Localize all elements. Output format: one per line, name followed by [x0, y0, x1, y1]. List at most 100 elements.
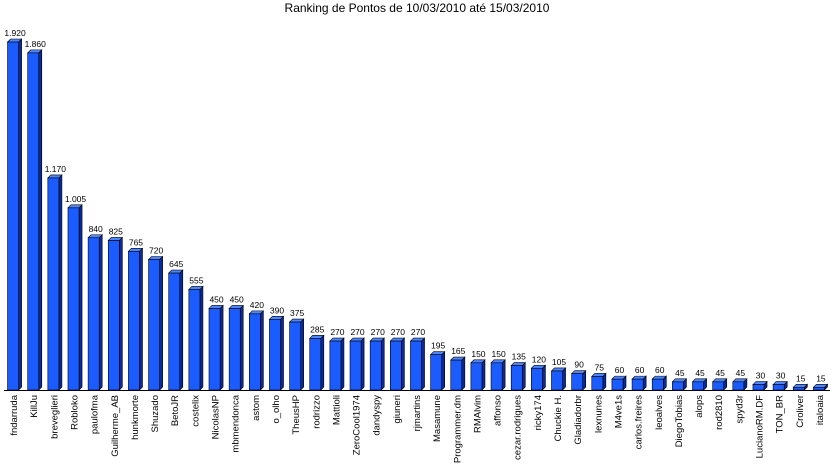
bar — [369, 337, 385, 391]
bar-front — [7, 41, 19, 391]
value-label: 135 — [512, 352, 526, 362]
bar-front — [107, 240, 120, 391]
bar-front — [47, 177, 60, 391]
bar-front — [67, 207, 80, 391]
bar — [671, 378, 688, 391]
category-label: NicolasNP — [211, 395, 222, 439]
bar-front — [510, 365, 523, 391]
bar-side — [320, 334, 325, 391]
value-label: 45 — [695, 368, 705, 378]
bar-front — [188, 289, 201, 391]
value-label: 1.005 — [65, 194, 87, 204]
bar-side — [18, 38, 22, 391]
value-label: 555 — [189, 275, 203, 285]
category-label: M4ve1s — [613, 395, 624, 429]
category-label: rjmartins — [412, 395, 423, 432]
category-label: Robloko — [70, 395, 81, 430]
category-label: alops — [694, 395, 705, 418]
bar-front — [813, 386, 825, 391]
bar — [107, 236, 124, 391]
bar-front — [591, 376, 604, 391]
category-label: ricky174 — [533, 395, 544, 430]
value-label: 15 — [796, 373, 806, 383]
bar-front — [792, 386, 805, 391]
category-label: Mattioli — [331, 395, 342, 425]
bar — [47, 174, 63, 391]
bars-group — [6, 38, 829, 391]
bar — [309, 334, 325, 391]
bar-side — [260, 310, 264, 391]
category-label: affonso — [493, 395, 504, 426]
value-label: 45 — [675, 368, 685, 378]
value-label: 60 — [635, 365, 645, 375]
bar-side — [542, 364, 546, 391]
category-label: Programmer.dm — [452, 395, 463, 463]
category-label: mbmendonca — [231, 394, 242, 452]
bar-side — [401, 337, 405, 391]
bar-side — [78, 204, 83, 391]
bar-front — [531, 367, 543, 391]
bar-front — [430, 354, 442, 391]
category-label: rodrizzo — [311, 395, 322, 429]
category-label: italoaia — [815, 394, 826, 425]
bar-front — [329, 340, 342, 391]
bar-front — [369, 340, 382, 391]
bar — [591, 372, 607, 391]
value-label: 75 — [595, 362, 605, 372]
bar-front — [410, 340, 422, 391]
bar — [288, 318, 305, 391]
bar-front — [148, 259, 160, 391]
bar — [67, 204, 83, 391]
category-label: DiegoTobias — [674, 395, 685, 448]
value-label: 120 — [532, 354, 546, 364]
bar — [127, 247, 144, 391]
bar-front — [571, 373, 584, 391]
value-label: 765 — [129, 237, 143, 247]
bar-side — [159, 255, 163, 391]
bar — [188, 285, 204, 391]
bar-front — [128, 251, 140, 391]
bar-front — [651, 378, 664, 391]
bar — [691, 378, 708, 391]
value-label: 60 — [615, 365, 625, 375]
value-label: 90 — [574, 360, 584, 370]
bar — [409, 337, 426, 391]
bar-front — [450, 359, 463, 391]
value-label: 420 — [250, 300, 264, 310]
bar-side — [562, 367, 566, 391]
value-label: 270 — [330, 327, 344, 337]
bar — [470, 359, 486, 391]
bar — [6, 38, 23, 391]
bar-side — [239, 304, 244, 391]
bar-side — [179, 269, 184, 391]
bar-front — [168, 272, 181, 391]
value-label: 30 — [776, 371, 786, 381]
value-label: 825 — [109, 226, 123, 236]
bar-side — [58, 174, 63, 391]
value-label: 60 — [655, 365, 665, 375]
bar-front — [289, 321, 301, 391]
bar — [87, 234, 103, 391]
bar — [752, 380, 768, 391]
bar-side — [461, 356, 466, 391]
bar-front — [470, 362, 483, 391]
value-label: 375 — [290, 308, 304, 318]
bar-front — [752, 384, 765, 391]
bar-side — [380, 337, 385, 391]
bar-side — [199, 285, 204, 391]
bar — [429, 350, 446, 391]
bar — [792, 383, 809, 391]
bar-front — [712, 381, 725, 391]
category-label: o_olho — [271, 395, 282, 424]
bar-side — [340, 337, 345, 391]
value-label: 270 — [350, 327, 364, 337]
bar-front — [27, 52, 40, 391]
bar-front — [490, 362, 503, 391]
category-label: fndarruda — [9, 394, 20, 435]
value-label: 165 — [451, 346, 465, 356]
value-label: 150 — [471, 349, 485, 359]
category-label: TheusHP — [291, 395, 302, 435]
bar-front — [692, 381, 704, 391]
bar — [248, 310, 265, 391]
value-label: 270 — [371, 327, 385, 337]
